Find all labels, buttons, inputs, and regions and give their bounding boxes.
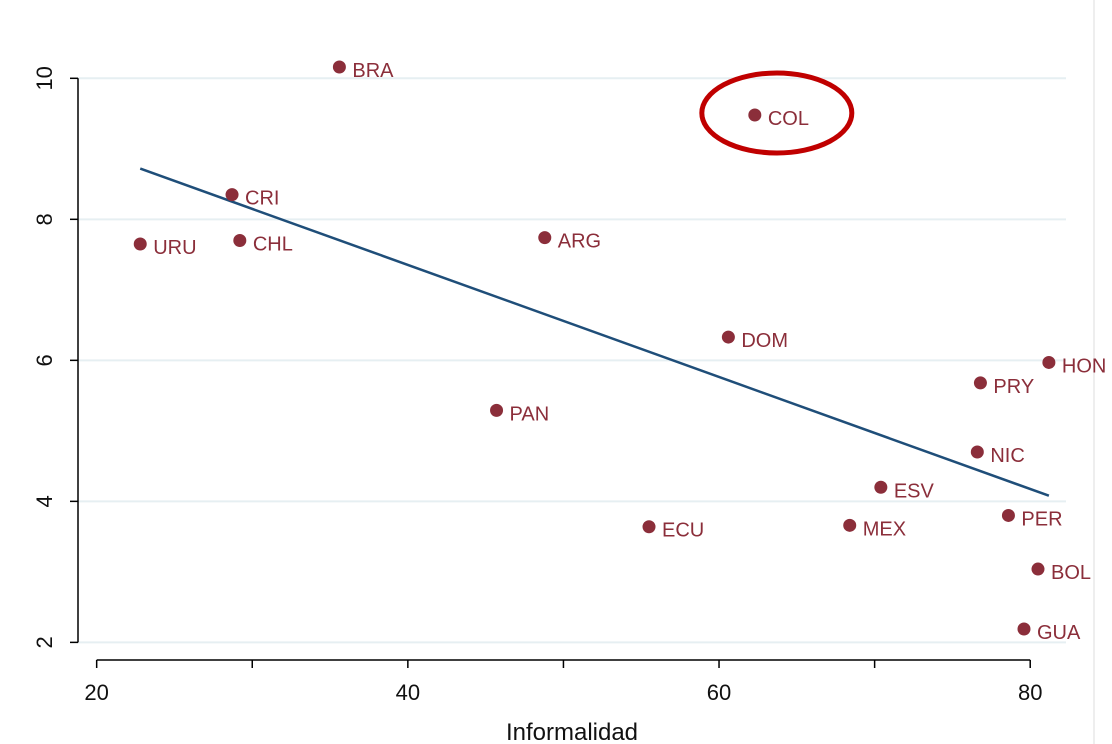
point-label-nic: NIC (990, 445, 1024, 467)
point-label-dom: DOM (741, 330, 788, 352)
point-chl (233, 233, 247, 247)
x-tick-label-20: 20 (84, 680, 108, 705)
y-axis-ticks: 2 4 6 8 10 (32, 66, 78, 648)
point-uru (133, 237, 147, 251)
point-label-esv: ESV (894, 480, 935, 502)
point-label-per: PER (1021, 508, 1062, 530)
y-tick-label-10: 10 (32, 66, 57, 90)
point-esv (874, 480, 888, 494)
point-label-gua: GUA (1037, 622, 1081, 644)
point-bra (332, 60, 346, 74)
gridlines (78, 77, 1066, 644)
point-label-col: COL (768, 108, 809, 130)
point-col (748, 108, 762, 122)
highlight-group (699, 70, 855, 156)
x-axis-title: Informalidad (506, 719, 638, 744)
point-bol (1031, 562, 1045, 576)
point-label-bra: BRA (352, 60, 394, 82)
highlight-ellipse (699, 70, 855, 156)
point-arg (538, 231, 552, 245)
point-label-uru: URU (153, 237, 196, 259)
x-tick-label-60: 60 (707, 680, 731, 705)
point-label-arg: ARG (558, 231, 601, 253)
point-cri (225, 188, 239, 202)
point-gua (1017, 622, 1031, 636)
point-pry (973, 376, 987, 390)
y-tick-label-2: 2 (32, 636, 57, 648)
point-ecu (642, 520, 656, 534)
point-label-mex: MEX (863, 518, 906, 540)
axes (77, 78, 1031, 661)
y-tick-label-6: 6 (32, 354, 57, 366)
point-label-hon: HON (1062, 355, 1106, 377)
point-nic (970, 445, 984, 459)
fit-line (139, 167, 1050, 497)
point-label-ecu: ECU (662, 520, 704, 542)
fit-line-group (139, 167, 1050, 497)
point-dom (721, 330, 735, 344)
x-tick-label-40: 40 (396, 680, 420, 705)
point-label-bol: BOL (1051, 562, 1091, 584)
point-pan (490, 403, 504, 417)
x-tick-label-80: 80 (1018, 680, 1042, 705)
data-points: BRA COL CRI URU CHL ARG DOM HON PRY PAN NIC ESV ECU M… (133, 60, 1106, 644)
point-hon (1042, 355, 1056, 369)
x-axis-ticks: 20 40 60 80 (84, 660, 1042, 705)
point-label-cri: CRI (245, 188, 279, 210)
y-tick-label-8: 8 (32, 213, 57, 225)
point-label-chl: CHL (253, 233, 293, 255)
point-label-pan: PAN (510, 403, 550, 425)
point-mex (843, 518, 857, 532)
point-label-pry: PRY (993, 376, 1034, 398)
y-tick-label-4: 4 (32, 495, 57, 507)
point-per (1001, 508, 1015, 522)
